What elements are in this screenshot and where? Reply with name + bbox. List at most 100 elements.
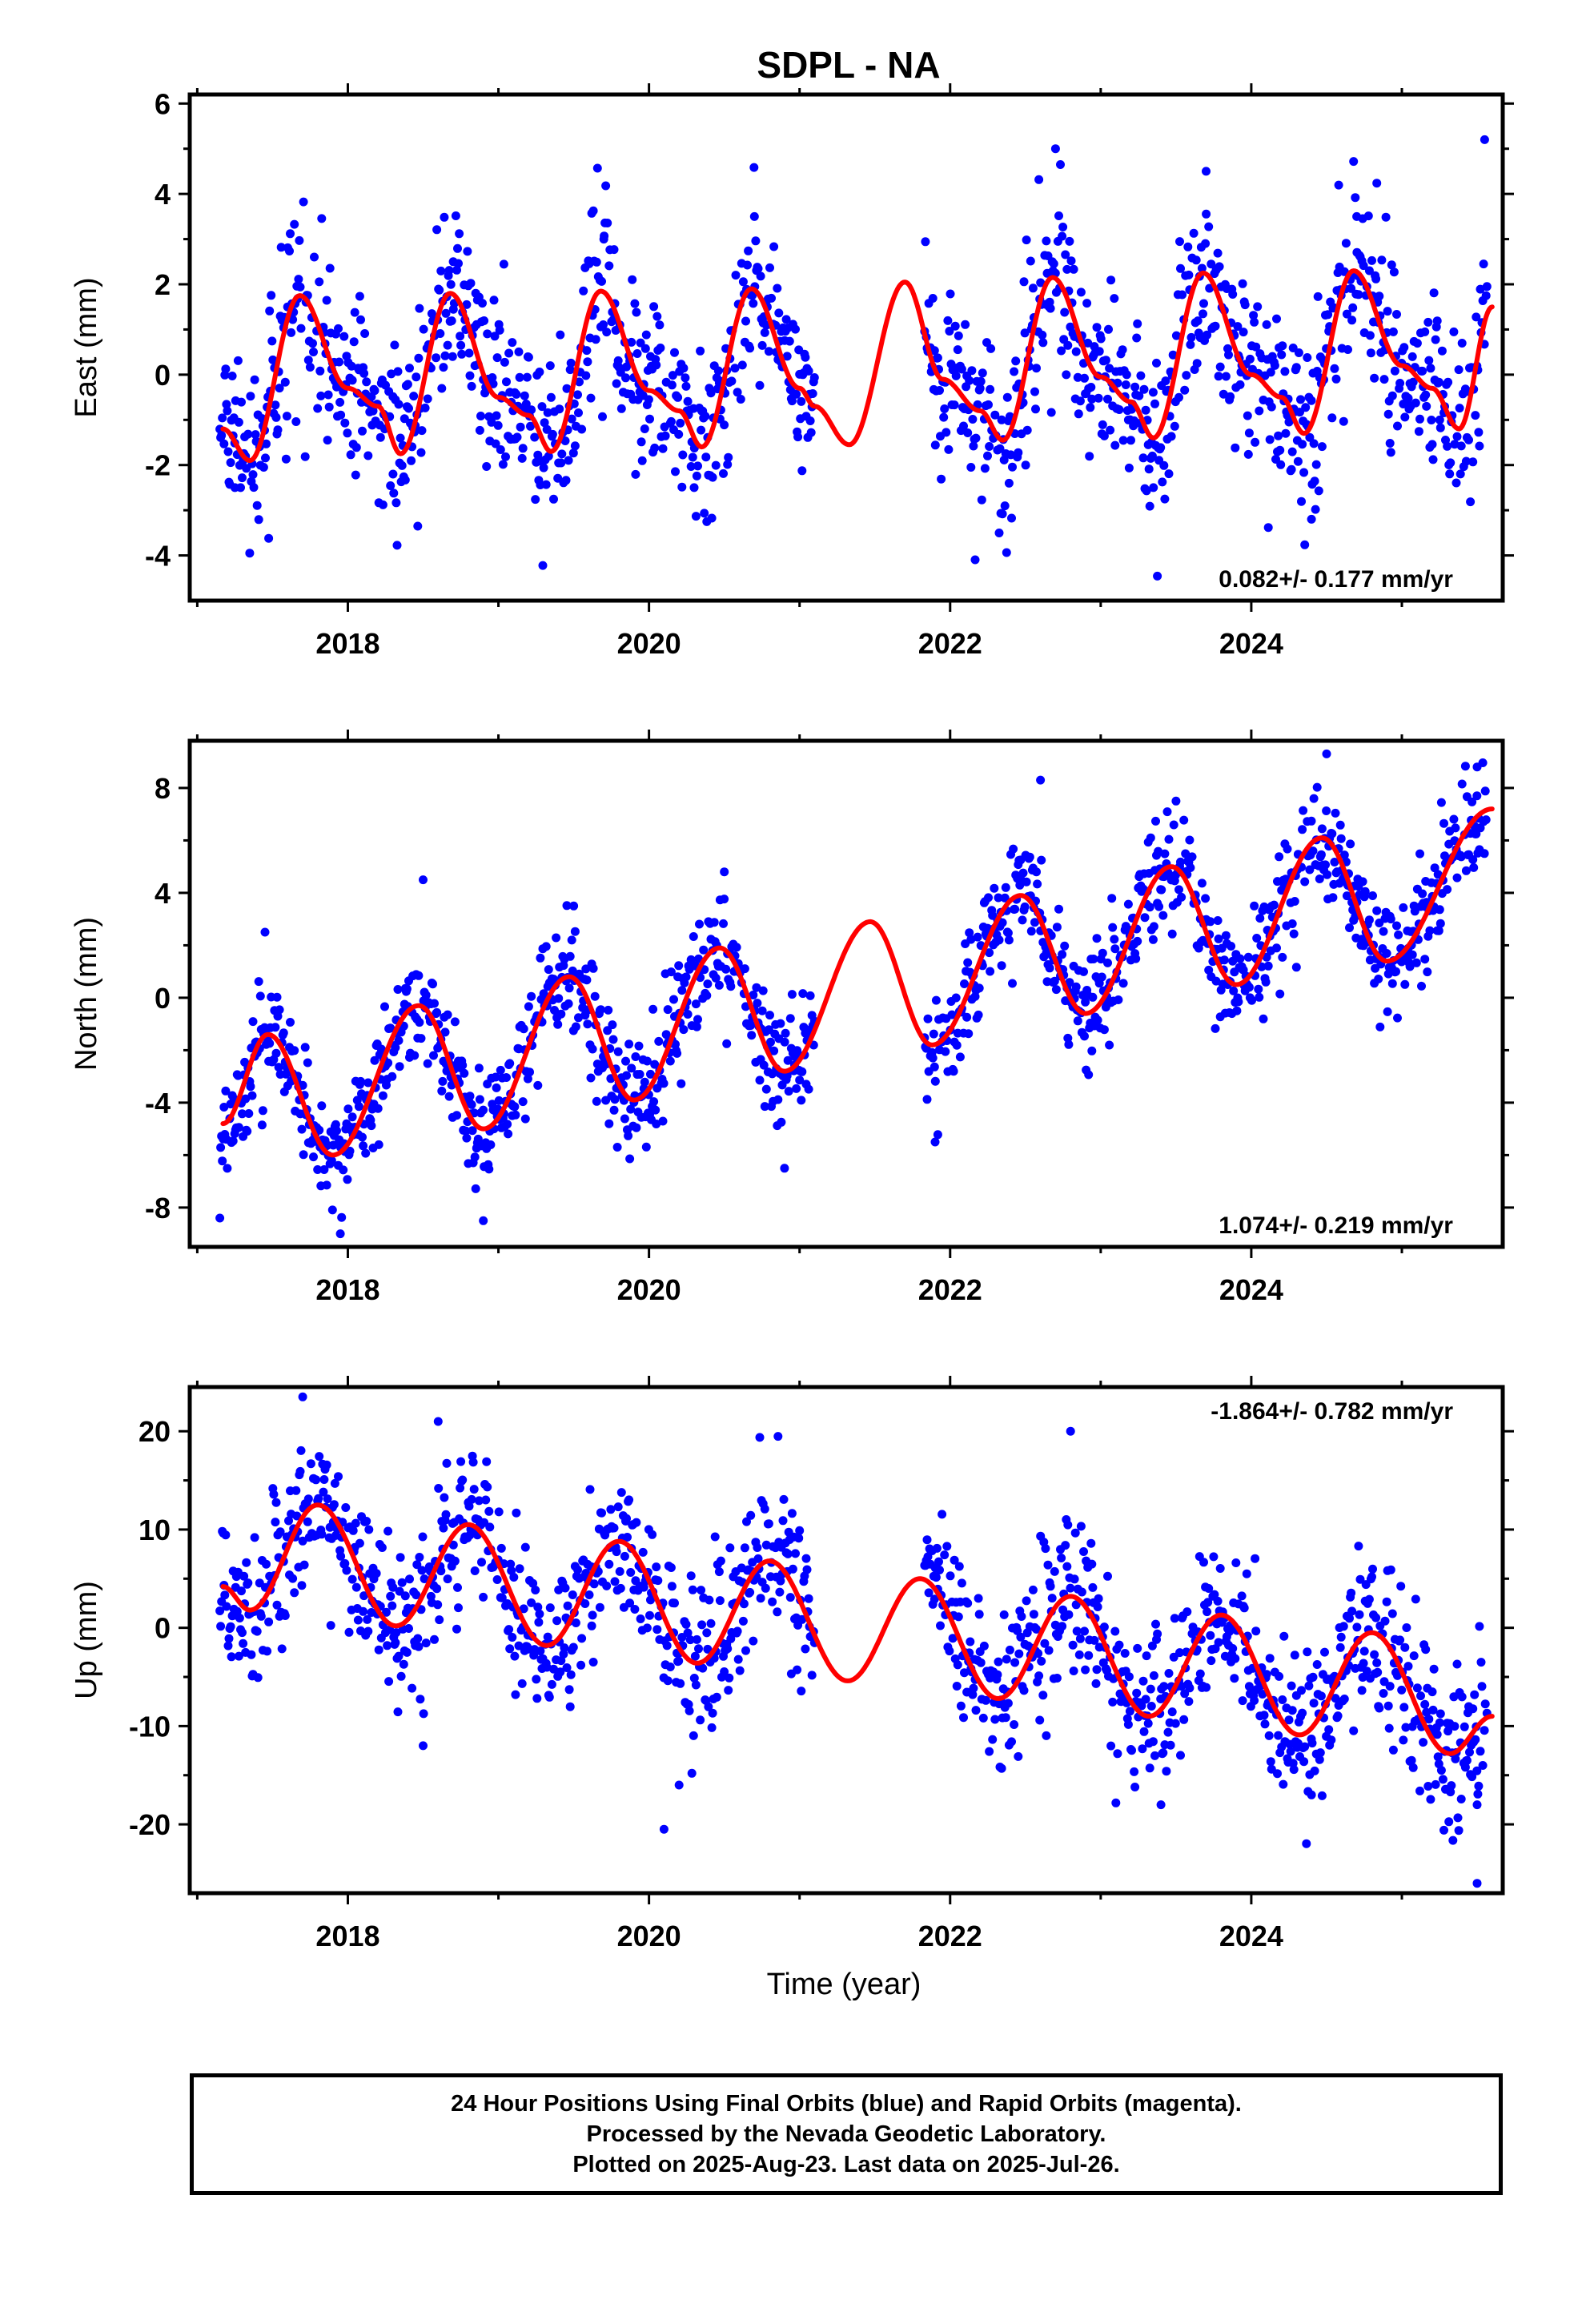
data-point [395,1062,404,1072]
data-point [1030,918,1039,927]
data-point [243,1578,253,1588]
data-point [701,412,710,421]
data-point [944,444,954,454]
data-point [540,418,549,428]
data-point [737,360,747,370]
data-point [952,1040,962,1050]
data-point [1050,144,1060,154]
data-point [961,320,970,329]
data-point [1429,288,1439,298]
data-point [1375,1022,1385,1031]
y-tick-label: 0 [155,1612,171,1645]
data-point [1170,1719,1180,1728]
data-point [1468,797,1477,806]
data-point [666,1563,676,1572]
data-point [1110,294,1119,304]
data-point [1243,411,1252,420]
model-fit-line [220,1502,1495,1756]
data-point [928,1053,938,1063]
data-point [510,1651,520,1661]
data-point [1017,1612,1026,1621]
data-point [922,1095,932,1104]
data-point [736,395,745,404]
data-point [642,1623,652,1633]
data-point [982,338,991,348]
data-point [1250,317,1259,327]
data-point [1327,1735,1336,1745]
data-point [330,1478,339,1488]
data-point [773,283,782,293]
data-point [951,993,961,1003]
data-point [520,391,529,400]
data-point [1316,1691,1326,1701]
data-point [1064,1610,1074,1619]
footer-line-1: 24 Hour Positions Using Final Orbits (bl… [451,2091,1242,2117]
data-point [933,1130,942,1140]
data-point [1422,1707,1431,1717]
data-point [543,1632,552,1642]
data-point [238,473,247,483]
data-point [589,1579,599,1589]
data-point [544,452,553,461]
data-point [974,983,984,993]
data-point [525,1068,534,1077]
data-point [1010,1720,1019,1729]
data-point [479,1216,488,1225]
data-point [1286,1747,1295,1756]
data-point [1429,1664,1439,1674]
data-point [1042,236,1051,246]
data-point [1411,1594,1420,1604]
data-point [1389,267,1399,277]
data-point [1231,1558,1241,1567]
data-point [271,1048,281,1058]
data-point [714,1567,724,1577]
data-point [640,344,650,353]
data-point [1392,921,1401,931]
data-point [489,296,499,305]
data-point [1327,413,1337,423]
data-point [586,393,596,403]
data-point [979,1641,989,1651]
data-point [341,1503,351,1512]
data-point [757,340,767,350]
data-point [1387,260,1396,270]
data-point [517,453,527,463]
data-point [228,1136,238,1146]
data-point [1323,870,1332,879]
data-point [720,1667,729,1676]
data-point [613,1502,623,1512]
data-point [1079,967,1088,976]
data-point [661,431,670,440]
data-point [1451,823,1460,833]
data-point [764,347,773,356]
data-point [1265,435,1275,444]
data-point [1202,209,1211,219]
data-point [501,452,510,461]
data-point [942,1542,952,1551]
data-point [985,1747,994,1756]
data-point [1331,374,1341,384]
data-point [1375,1703,1384,1713]
data-point [237,1586,246,1596]
data-point [453,1582,462,1592]
data-point [1481,815,1491,825]
data-point [1132,333,1142,343]
data-point [467,1100,476,1109]
data-point [539,989,548,999]
plot-frame [187,92,1505,603]
data-point [707,513,717,523]
data-point [1379,1689,1388,1698]
data-point [687,1768,697,1778]
data-point [960,979,969,988]
y-tick-label: 20 [139,1415,171,1448]
data-point [1215,262,1224,271]
data-point [658,1116,668,1126]
data-point [1335,820,1345,830]
data-point [361,1148,371,1158]
data-point [1177,892,1186,902]
data-point [319,1165,329,1174]
data-point [1403,1662,1413,1671]
data-point [661,1030,671,1039]
data-point [1146,833,1155,842]
data-point [747,1031,757,1040]
